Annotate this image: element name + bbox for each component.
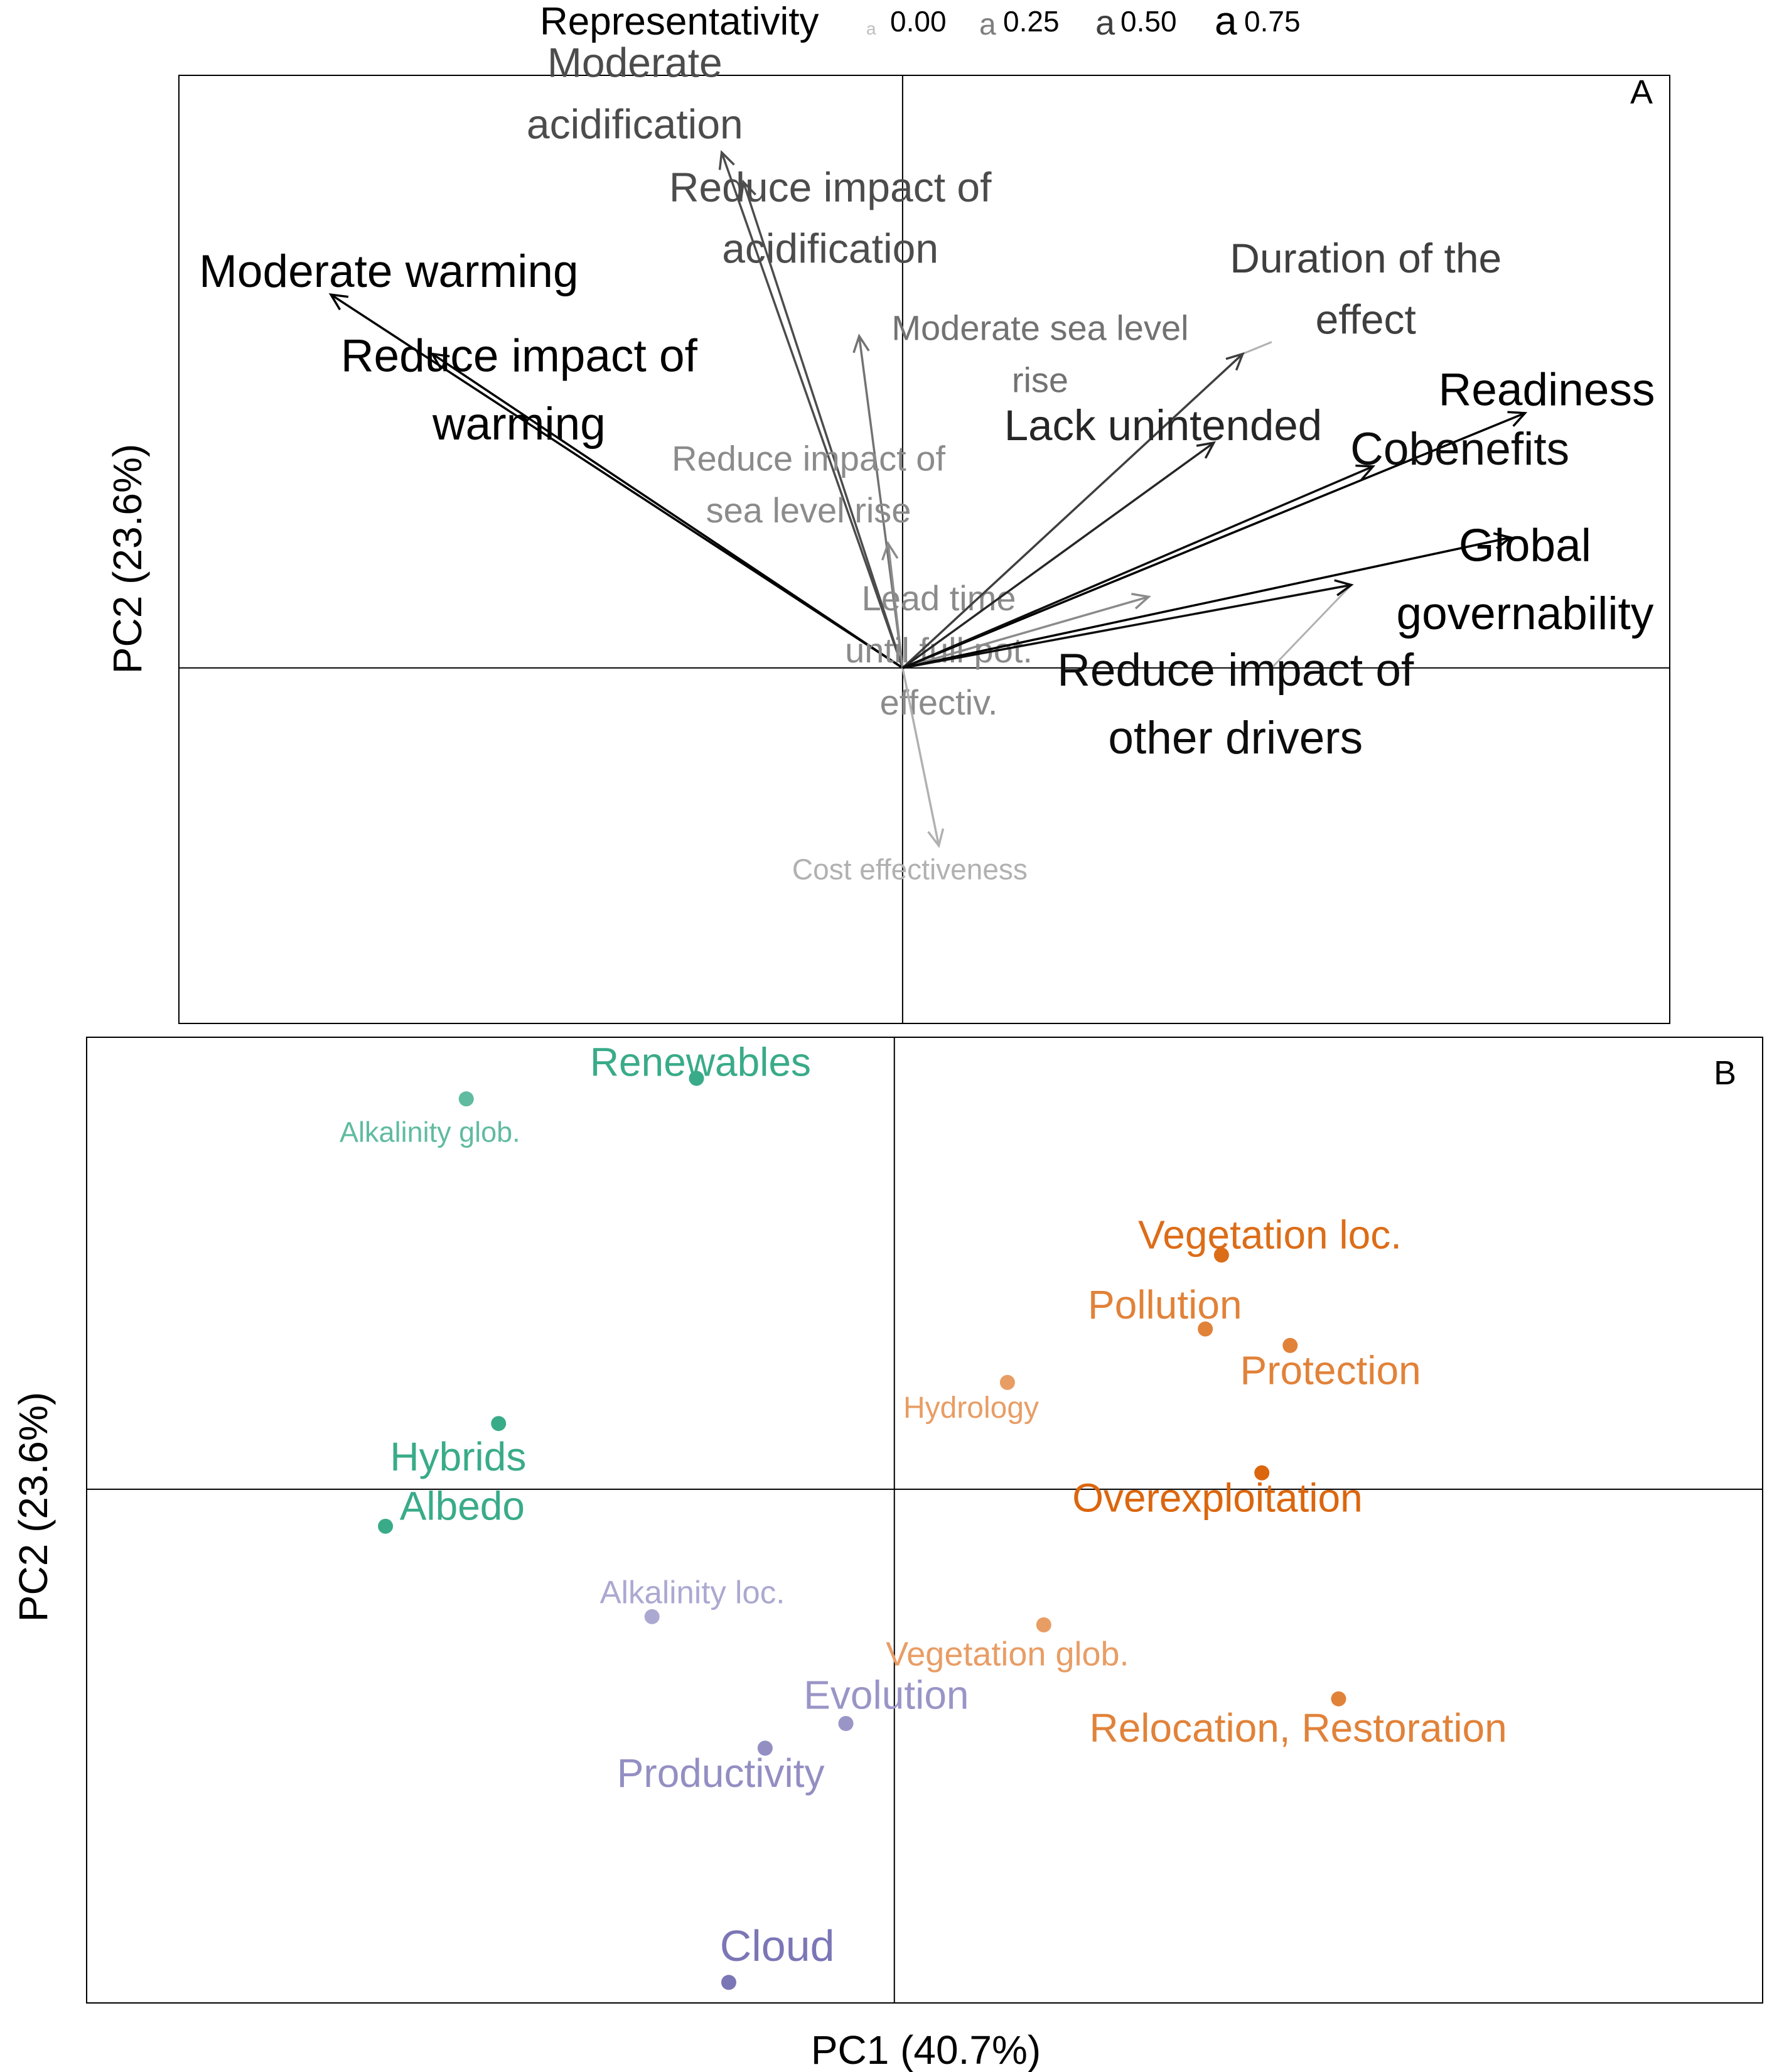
loading-label-readiness: Readiness xyxy=(1439,365,1655,416)
score-point-overexploitation xyxy=(1254,1465,1270,1481)
score-point-hybrids xyxy=(491,1416,507,1432)
arrowhead-reduce-impact-of-sea-level-rise xyxy=(881,541,899,561)
score-point-pollution xyxy=(1198,1321,1213,1337)
loading-label-global-governability: Global governability xyxy=(1396,521,1653,639)
loading-label-duration-of-the-effect: Duration of the effect xyxy=(1230,235,1502,343)
loading-arrow-reduce-impact-of-sea-level-rise xyxy=(887,543,904,668)
loading-arrow-moderate-acidification xyxy=(721,152,904,669)
score-label-albedo: Albedo xyxy=(400,1483,525,1528)
score-label-pollution: Pollution xyxy=(1088,1282,1242,1327)
loading-label-moderate-warming: Moderate warming xyxy=(199,246,579,297)
legend-glyph-0.00: a xyxy=(866,19,876,38)
panel-a-label: A xyxy=(1630,73,1653,111)
loading-arrow-readiness xyxy=(902,412,1526,669)
score-label-alkalinity-glob: Alkalinity glob. xyxy=(340,1116,520,1148)
loading-label-reduce-impact-of-warming: Reduce impact of warming xyxy=(341,331,698,450)
arrowhead-cost-effectiveness xyxy=(927,828,945,848)
arrowhead-reduce-impact-of-acidification xyxy=(739,180,756,200)
arrowhead-moderate-warming xyxy=(328,293,349,311)
loading-label-reduce-impact-of-sea-level-rise: Reduce impact of sea level rise xyxy=(672,438,945,530)
legend-glyph-0.75: a xyxy=(1215,0,1237,43)
legend-label-0.25: 0.25 xyxy=(1003,5,1060,38)
score-point-vegetation-glob xyxy=(1036,1617,1051,1632)
score-point-renewables xyxy=(689,1071,704,1086)
panel-a-connector-line xyxy=(1271,584,1352,669)
x-axis-label: PC1 (40.7%) xyxy=(811,2027,1041,2072)
loading-label-lack-unintended: Lack unintended xyxy=(1004,401,1322,450)
score-point-productivity xyxy=(757,1740,773,1756)
score-label-hybrids: Hybrids xyxy=(390,1434,526,1479)
loading-arrow-lack-unintended xyxy=(901,441,1215,669)
loading-label-reduce-impact-of-acidification: Reduce impact of acidification xyxy=(669,164,992,272)
score-point-albedo xyxy=(378,1518,394,1534)
panel-a-loadings: A Moderate acidification Reduce impact of ac… xyxy=(178,40,1670,1024)
arrowhead-readiness xyxy=(1507,411,1528,427)
arrowhead-lead-time-until-full-pot-effectiv xyxy=(1131,593,1151,610)
score-label-hydrology: Hydrology xyxy=(903,1391,1039,1425)
panel-a-frame xyxy=(178,75,1670,1024)
score-point-alkalinity-loc xyxy=(644,1609,660,1624)
score-label-vegetation-loc: Vegetation loc. xyxy=(1138,1212,1402,1258)
loading-arrow-lead-time-until-full-pot-effectiv xyxy=(902,595,1149,669)
score-label-cloud: Cloud xyxy=(720,1921,835,1970)
score-label-evolution: Evolution xyxy=(803,1673,969,1718)
panel-b-frame xyxy=(86,1037,1763,2004)
loading-arrow-cobenefits xyxy=(902,465,1373,669)
arrowhead-reduce-impact-of-warming xyxy=(430,352,450,370)
loading-label-moderate-sea-level-rise: Moderate sea level rise xyxy=(891,308,1188,400)
score-point-evolution xyxy=(838,1715,854,1731)
loading-label-cost-effectiveness: Cost effectiveness xyxy=(792,853,1028,886)
score-point-relocation-restoration xyxy=(1331,1691,1346,1707)
score-label-vegetation-glob: Vegetation glob. xyxy=(886,1636,1129,1673)
arrowhead-cobenefits xyxy=(1355,464,1376,481)
loading-label-lead-time-until-full-pot-effectiv: Lead time until full pot. effectiv. xyxy=(845,578,1033,722)
score-label-overexploitation: Overexploitation xyxy=(1072,1475,1362,1520)
y-axis-label-lower: PC2 (23.6%) xyxy=(11,1392,56,1622)
loading-label-moderate-acidification: Moderate acidification xyxy=(527,40,743,148)
arrowhead-lack-unintended xyxy=(1196,441,1216,459)
loading-label-cobenefits: Cobenefits xyxy=(1350,424,1569,475)
score-point-vegetation-loc xyxy=(1213,1247,1229,1263)
legend-title: Representativity xyxy=(540,0,819,43)
score-point-protection xyxy=(1282,1337,1298,1353)
arrowhead-moderate-acidification xyxy=(718,149,735,170)
score-label-alkalinity-loc: Alkalinity loc. xyxy=(600,1574,785,1610)
loading-arrow-duration-of-the-effect xyxy=(901,353,1244,669)
loading-arrow-reduce-impact-of-other-drivers xyxy=(902,583,1352,669)
arrowhead-reduce-impact-of-other-drivers xyxy=(1334,579,1354,596)
y-axis-label: PC2 (23.6%) xyxy=(105,444,150,674)
arrowhead-global-governability xyxy=(1493,532,1513,549)
legend-label-0.00: 0.00 xyxy=(890,5,947,38)
panel-a-connector-line xyxy=(1242,341,1272,355)
legend-label-0.75: 0.75 xyxy=(1244,5,1301,38)
loading-arrow-moderate-warming xyxy=(330,293,903,669)
score-label-productivity: Productivity xyxy=(617,1751,825,1796)
panel-b-label: B xyxy=(1714,1054,1736,1092)
loading-arrow-reduce-impact-of-warming xyxy=(431,353,903,669)
representativity-legend: Representativity a 0.00 a 0.25 a 0.50 a 0.75 xyxy=(540,0,1301,43)
legend-glyph-0.50: a xyxy=(1095,3,1115,42)
loading-label-reduce-impact-of-other-drivers: Reduce impact of other drivers xyxy=(1057,645,1414,764)
score-label-relocation-restoration: Relocation, Restoration xyxy=(1089,1705,1507,1751)
panel-b-scores: B Renewables Alkalinity glob. HybridsAlbedo… xyxy=(86,1037,1763,2004)
legend-glyph-0.25: a xyxy=(979,8,996,41)
score-point-hydrology xyxy=(999,1374,1015,1390)
arrowhead-duration-of-the-effect xyxy=(1225,352,1245,371)
loading-arrow-global-governability xyxy=(902,536,1511,669)
loading-arrow-cost-effectiveness xyxy=(901,667,940,846)
legend-label-0.50: 0.50 xyxy=(1120,5,1177,38)
score-label-renewables: Renewables xyxy=(590,1040,811,1085)
score-point-cloud xyxy=(721,1975,736,1990)
arrowhead-moderate-sea-level-rise xyxy=(852,333,870,353)
score-label-protection: Protection xyxy=(1240,1348,1421,1393)
loading-arrow-reduce-impact-of-acidification xyxy=(742,181,904,669)
score-point-alkalinity-glob xyxy=(458,1091,474,1107)
